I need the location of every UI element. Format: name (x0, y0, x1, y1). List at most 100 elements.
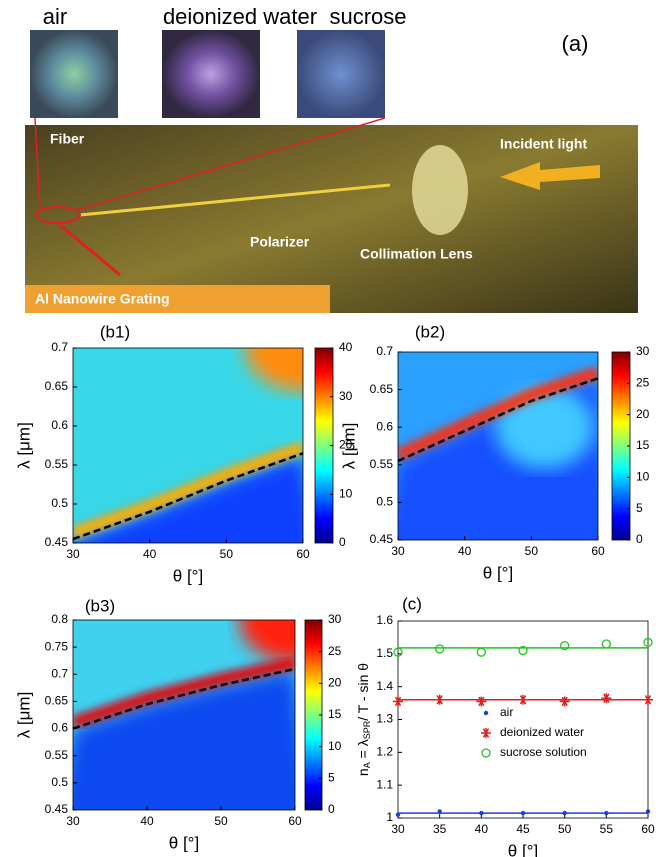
y-tick-label: 1.6 (376, 613, 393, 627)
colorbar-tick-label: 10 (339, 486, 353, 500)
y-axis-label-part: = λ (355, 739, 371, 762)
x-tick-label: 30 (66, 547, 80, 561)
colorbar-tick-label: 20 (328, 676, 342, 690)
colorbar-tick-label: 15 (636, 438, 650, 452)
thumbnail (30, 30, 118, 118)
colorbar-tick-label: 10 (328, 739, 342, 753)
data-point (479, 810, 484, 816)
y-tick-label: 0.6 (51, 418, 68, 432)
heatmap-band (398, 366, 598, 461)
panel-label: (c) (402, 594, 422, 613)
photo-annotation: Al Nanowire Grating (35, 291, 170, 307)
heatmap (398, 352, 598, 540)
data-point (393, 696, 403, 707)
photo-annotation: Incident light (500, 136, 587, 152)
x-tick-label: 50 (220, 547, 234, 561)
y-tick-label: 0.75 (45, 639, 69, 653)
x-tick-label: 30 (66, 814, 80, 828)
x-axis-label: θ [°] (483, 563, 513, 582)
fit-curve (72, 667, 296, 730)
legend-label: deionized water (500, 725, 584, 739)
data-point (476, 647, 486, 657)
y-tick-label: 1.3 (376, 712, 393, 726)
pointer (77, 117, 386, 211)
data-point (643, 637, 653, 647)
data-point (518, 645, 528, 656)
photo-annotation: Collimation Lens (360, 246, 473, 262)
photo-annotation: Fiber (50, 131, 85, 147)
colorbar-tick-label: 0 (328, 802, 335, 816)
pointer (34, 117, 41, 211)
sample-label: deionized water (163, 4, 317, 29)
fit-curve (397, 377, 599, 463)
x-tick-label: 40 (475, 822, 489, 836)
fit-curve (72, 452, 304, 541)
colorbar-tick-label: 5 (636, 501, 643, 515)
x-axis-label: θ [°] (169, 833, 199, 852)
data-point (559, 696, 570, 707)
y-axis-label: λ [μm] (14, 692, 33, 739)
colorbar-tick-label: 25 (328, 644, 342, 658)
data-point (518, 694, 528, 705)
y-tick-label: 0.6 (51, 721, 68, 735)
y-tick-label: 0.55 (45, 457, 69, 471)
x-tick-label: 50 (525, 544, 539, 558)
y-axis-label-part: SPR (362, 720, 372, 739)
heatmap-hotspot (245, 348, 303, 391)
sample-label: sucrose (329, 4, 406, 29)
y-tick-label: 1.1 (376, 777, 393, 791)
data-point (435, 644, 445, 654)
heatmap-region (73, 668, 295, 810)
sample-label: air (43, 4, 67, 29)
colorbar-tick-label: 40 (339, 340, 353, 354)
data-point (562, 810, 567, 816)
plot-frame (72, 347, 304, 544)
x-tick-label: 50 (558, 822, 572, 836)
data-point (560, 640, 570, 651)
colorbar-tick-label: 10 (636, 470, 650, 484)
x-tick-label: 40 (140, 814, 154, 828)
x-tick-label: 30 (391, 544, 405, 558)
y-axis-label-part: A (362, 762, 372, 768)
panel-label: (b3) (85, 596, 115, 615)
arrow (500, 162, 600, 190)
plot-frame (72, 619, 296, 811)
y-axis-label: λ [μm] (14, 422, 33, 469)
x-tick-label: 45 (516, 822, 530, 836)
heatmap-region (73, 453, 303, 543)
x-tick-label: 60 (641, 822, 655, 836)
y-axis-label: λ [μm] (339, 423, 358, 470)
x-axis-label: θ [°] (173, 566, 203, 585)
y-tick-label: 0.45 (45, 802, 69, 816)
x-tick-label: 40 (143, 547, 157, 561)
photo (25, 125, 638, 313)
x-tick-label: 60 (591, 544, 605, 558)
y-tick-label: 0.45 (370, 532, 394, 546)
colorbar-tick-label: 15 (328, 707, 342, 721)
data-point (434, 694, 445, 705)
y-tick-label: 0.5 (51, 775, 68, 789)
x-tick-label: 60 (296, 547, 310, 561)
colorbar-tick-label: 0 (636, 532, 643, 546)
colorbar-tick-label: 20 (636, 407, 650, 421)
y-axis-label-part: n (355, 768, 371, 776)
y-tick-label: 1.2 (376, 745, 393, 759)
label-box (25, 285, 330, 313)
colorbar-tick-label: 0 (339, 535, 346, 549)
y-tick-label: 0.5 (51, 496, 68, 510)
colorbar-tick-label: 30 (339, 389, 353, 403)
y-tick-label: 0.7 (51, 666, 68, 680)
heatmap-band (73, 441, 303, 539)
y-tick-label: 0.65 (45, 379, 69, 393)
y-tick-label: 0.65 (45, 694, 69, 708)
heatmap (73, 348, 303, 543)
panel-a: air deionized water sucrose (a) Fiber In… (25, 4, 638, 313)
x-tick-label: 40 (458, 544, 472, 558)
x-tick-label: 30 (391, 822, 405, 836)
x-tick-label: 60 (288, 814, 302, 828)
legend-marker (481, 748, 491, 758)
panel-label: (a) (562, 31, 589, 56)
data-point (601, 639, 611, 649)
y-tick-label: 0.65 (370, 382, 394, 396)
